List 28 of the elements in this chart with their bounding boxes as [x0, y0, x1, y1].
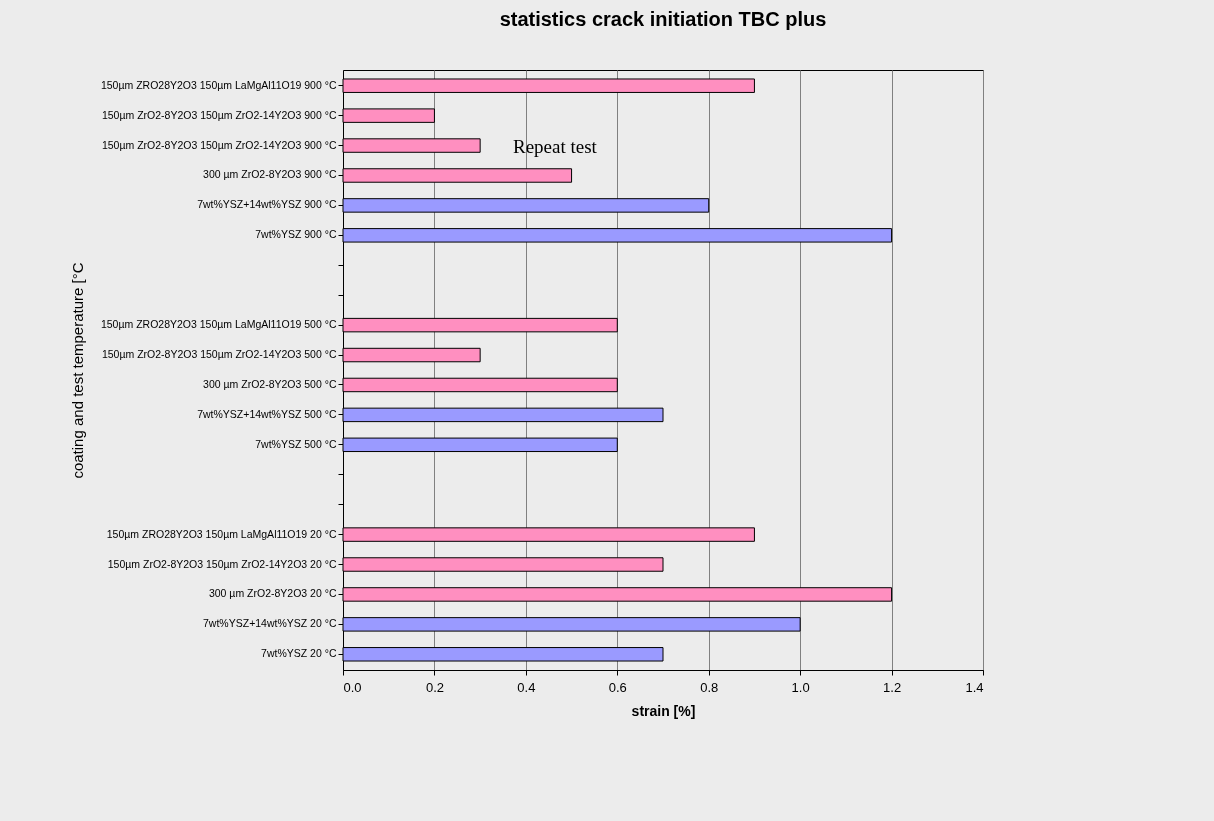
y-axis-title: coating and test temperature [°C [68, 262, 86, 479]
y-tick-label: 150µm ZRO28Y2O3 150µm LaMgAl11O19 500 °C [100, 318, 337, 331]
y-tick-label: 300 µm ZrO2-8Y2O3 500 °C [203, 377, 337, 390]
y-tick-label: 150µm ZrO2-8Y2O3 150µm ZrO2-14Y2O3 900 °C [101, 138, 337, 151]
y-tick-label: 150µm ZrO2-8Y2O3 150µm ZrO2-14Y2O3 900 °C [101, 108, 337, 121]
y-tick-label: 7wt%YSZ+14wt%YSZ 500 °C [197, 407, 337, 420]
x-tick-label: 0.8 [700, 679, 719, 695]
x-tick-label: 0.6 [608, 679, 627, 695]
x-tick-label: 1.0 [791, 679, 810, 695]
y-tick-label: 7wt%YSZ+14wt%YSZ 900 °C [197, 198, 337, 211]
annotation: Repeat test [513, 136, 598, 157]
x-axis-title: strain [%] [631, 702, 696, 719]
chart-title: statistics crack initiation TBC plus [499, 8, 827, 30]
x-tick-label: 1.4 [965, 679, 984, 695]
y-tick-label: 150µm ZrO2-8Y2O3 150µm ZrO2-14Y2O3 500 °C [101, 348, 337, 361]
y-tick-label: 7wt%YSZ+14wt%YSZ 20 °C [203, 617, 337, 630]
y-tick-label: 300 µm ZrO2-8Y2O3 20 °C [208, 587, 337, 600]
y-tick-label: 150µm ZrO2-8Y2O3 150µm ZrO2-14Y2O3 20 °C [107, 557, 337, 570]
y-tick-label: 7wt%YSZ 900 °C [255, 228, 337, 241]
x-tick-label: 0.2 [425, 679, 444, 695]
y-tick-label: 150µm ZRO28Y2O3 150µm LaMgAl11O19 20 °C [106, 527, 337, 540]
y-tick-label: 300 µm ZrO2-8Y2O3 900 °C [203, 168, 337, 181]
x-tick-label: 0.4 [517, 679, 536, 695]
x-tick-label: 0.0 [343, 679, 362, 695]
y-tick-label: 150µm ZRO28Y2O3 150µm LaMgAl11O19 900 °C [100, 78, 337, 91]
y-tick-label: 7wt%YSZ 500 °C [255, 437, 337, 450]
x-tick-label: 1.2 [883, 679, 902, 695]
y-tick-label: 7wt%YSZ 20 °C [261, 647, 337, 660]
